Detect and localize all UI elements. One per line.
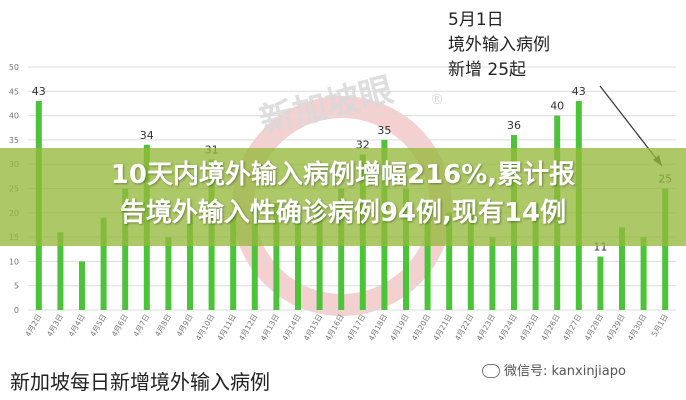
- bar: [295, 212, 301, 310]
- y-tick-label: 10: [9, 257, 19, 266]
- y-tick-label: 35: [9, 136, 19, 145]
- y-tick-label: 40: [9, 112, 19, 121]
- x-tick-label: 4月26日: [539, 313, 561, 343]
- x-tick-label: 4月16日: [323, 313, 345, 343]
- x-tick-label: 4月27日: [561, 313, 583, 343]
- x-tick-label: 4月21日: [431, 313, 453, 343]
- wechat-label: 微信号: kanxinjiapo: [504, 364, 626, 379]
- x-tick-label: 4月5日: [88, 313, 108, 339]
- chart-caption: 新加坡每日新增境外输入病例: [10, 370, 270, 394]
- x-tick-label: 4月11日: [215, 313, 237, 343]
- callout-count: 新增 25起: [448, 60, 527, 80]
- bar: [640, 237, 647, 310]
- headline-line-1: 10天内境外输入病例增幅216%,累计报: [110, 160, 576, 190]
- x-tick-label: 4月22日: [453, 313, 475, 343]
- x-tick-label: 4月8日: [153, 313, 173, 339]
- bar: [251, 207, 258, 310]
- headline-line-2: 告境外输入性确诊病例94例,现有14例: [119, 198, 567, 228]
- wechat-credit: 微信号: kanxinjiapo: [482, 360, 626, 379]
- x-tick-label: 4月2日: [23, 313, 43, 339]
- bar: [57, 232, 64, 310]
- x-tick-label: 4月25日: [518, 313, 540, 343]
- x-tick-label: 5月1日: [650, 313, 670, 339]
- x-tick-label: 4月14日: [280, 313, 302, 343]
- bar: [403, 188, 409, 310]
- headline-banner: [0, 148, 686, 246]
- bar: [187, 212, 193, 310]
- x-tick-label: 4月30日: [626, 313, 648, 343]
- bar-data-label: 43: [572, 85, 586, 98]
- callout-date: 5月1日: [448, 10, 504, 30]
- bar-data-label: 36: [507, 119, 521, 132]
- bar: [273, 203, 280, 310]
- x-tick-label: 4月15日: [302, 313, 324, 343]
- x-tick-label: 4月13日: [259, 313, 281, 343]
- bar: [489, 237, 496, 310]
- bar: [230, 212, 237, 310]
- x-tick-label: 4月3日: [45, 313, 65, 339]
- bar: [338, 188, 345, 310]
- x-tick-label: 4月17日: [345, 313, 367, 343]
- y-tick-label: 0: [14, 306, 19, 315]
- y-tick-label: 50: [9, 63, 19, 72]
- bar: [424, 203, 431, 310]
- x-tick-label: 4月7日: [131, 313, 151, 339]
- x-tick-label: 4月28日: [583, 313, 605, 343]
- bar: [165, 237, 172, 310]
- x-tick-label: 4月20日: [410, 313, 432, 343]
- x-tick-label: 4月12日: [237, 313, 259, 343]
- x-tick-label: 4月18日: [367, 313, 389, 343]
- bar: [467, 207, 474, 310]
- callout-annotation: 5月1日 境外输入病例 新增 25起: [448, 8, 550, 83]
- callout-subject: 境外输入病例: [448, 35, 550, 55]
- bar: [532, 203, 539, 310]
- x-tick-label: 4月9日: [175, 313, 195, 339]
- y-tick-label: 5: [14, 282, 19, 291]
- x-tick-label: 4月10日: [194, 313, 216, 343]
- headline: 10天内境外输入病例增幅216%,累计报 告境外输入性确诊病例94例,现有14例: [0, 156, 686, 232]
- bar-data-label: 43: [32, 85, 46, 98]
- x-tick-label: 4月23日: [475, 313, 497, 343]
- x-tick-label: 4月29日: [604, 313, 626, 343]
- bar: [316, 203, 323, 310]
- y-tick-label: 45: [9, 87, 19, 96]
- x-tick-label: 4月24日: [496, 313, 518, 343]
- wechat-icon: [482, 364, 500, 378]
- bar: [122, 188, 129, 310]
- bar-data-label: 34: [140, 129, 154, 142]
- bar: [100, 217, 107, 310]
- bar: [597, 256, 604, 310]
- watermark-registered-mark: ®: [430, 92, 444, 108]
- x-tick-label: 4月6日: [110, 313, 130, 339]
- x-tick-label: 4月19日: [388, 313, 410, 343]
- bar: [662, 188, 669, 310]
- bar: [619, 227, 625, 310]
- x-tick-label: 4月4日: [67, 313, 87, 339]
- bar: [446, 212, 453, 310]
- bar: [79, 261, 85, 310]
- bar-data-label: 40: [550, 100, 564, 113]
- bar-data-label: 35: [377, 124, 391, 137]
